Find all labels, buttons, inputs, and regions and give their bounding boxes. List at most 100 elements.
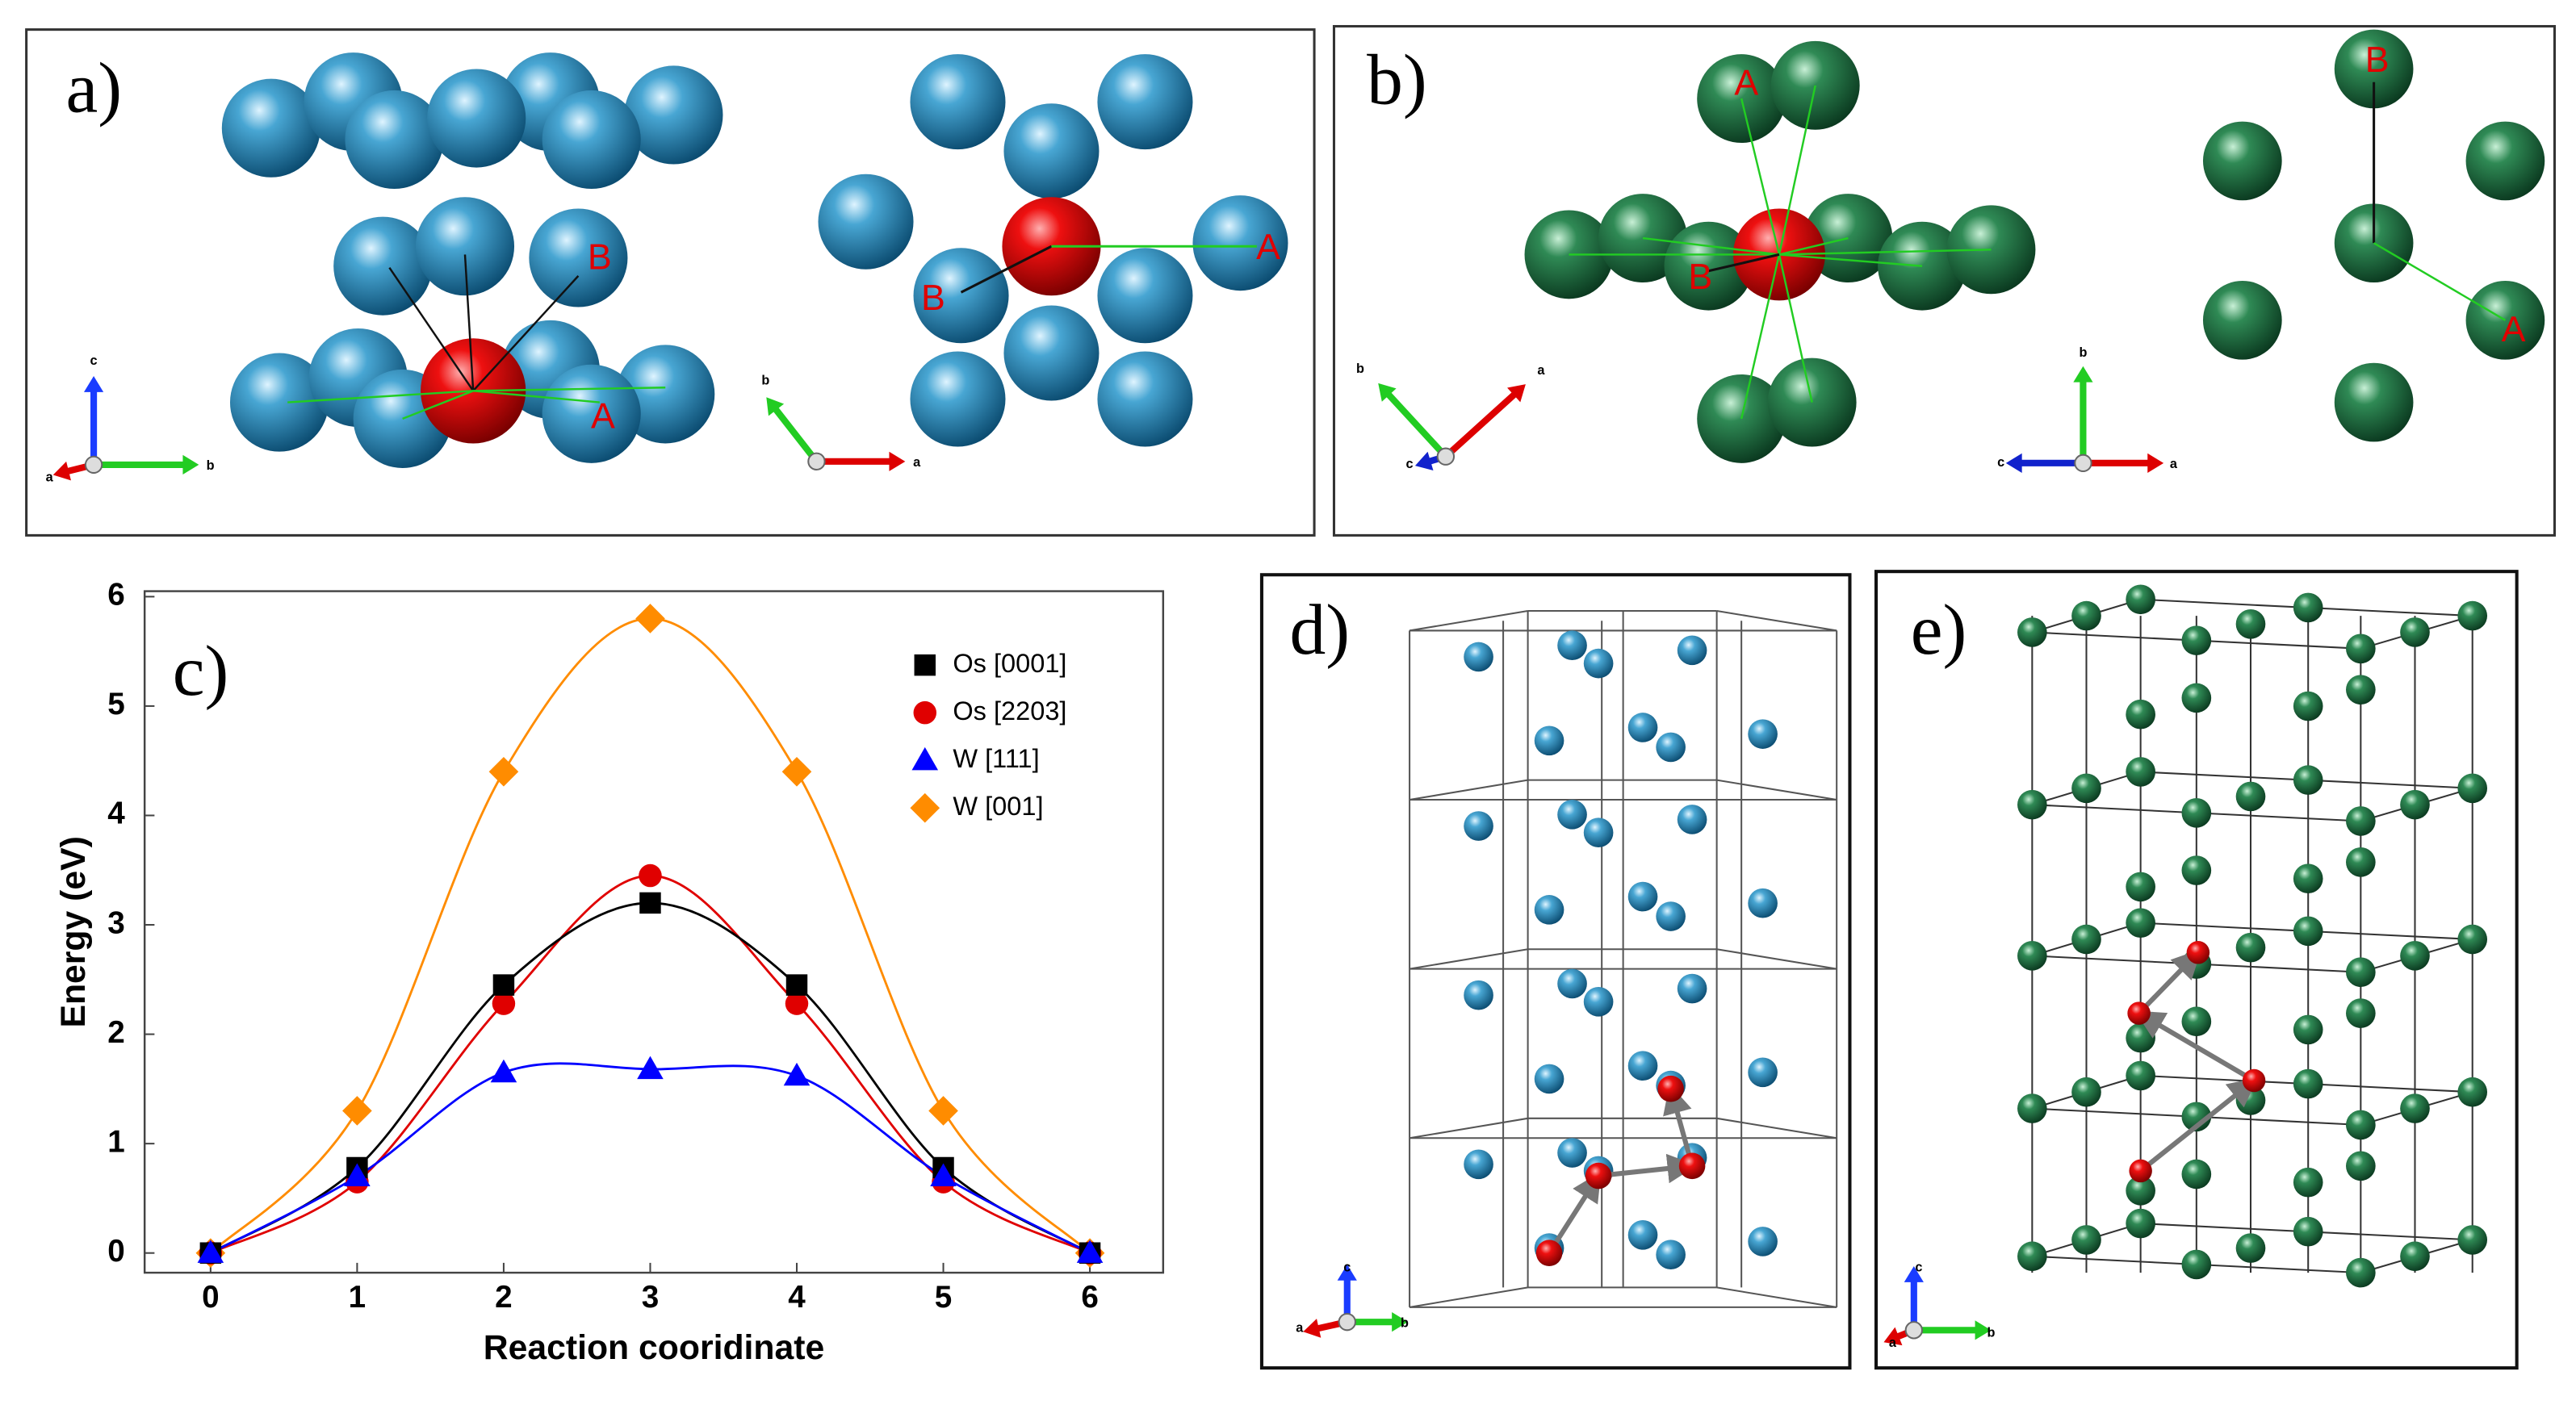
marker bbox=[492, 992, 516, 1015]
labels: a) B A B Ac b a b a b) A B B Ab a c b c a d) c a b e) c a b bbox=[46, 40, 2526, 1350]
axis-arrowhead bbox=[2147, 453, 2164, 473]
marker bbox=[783, 1062, 810, 1086]
atom bbox=[2017, 617, 2047, 647]
atom bbox=[2017, 789, 2047, 820]
axis-arrowhead bbox=[766, 397, 785, 416]
atom bbox=[2400, 1241, 2430, 1272]
atom bbox=[1192, 195, 1288, 291]
bond-line bbox=[1778, 236, 1849, 256]
atom bbox=[2293, 1068, 2323, 1099]
bond-line bbox=[1778, 85, 1816, 255]
atom bbox=[2465, 121, 2545, 201]
atom bbox=[427, 69, 526, 168]
cell-edge bbox=[1716, 610, 1837, 632]
atom bbox=[2346, 957, 2376, 988]
site-label: A bbox=[591, 396, 615, 437]
cell-edge bbox=[1716, 1286, 1837, 1308]
atom bbox=[2181, 1102, 2212, 1132]
axis-letter: c bbox=[1406, 457, 1414, 471]
axis-letter: c bbox=[1343, 1260, 1351, 1274]
atom bbox=[2457, 1077, 2488, 1107]
atom bbox=[2126, 757, 2155, 787]
atom bbox=[1003, 103, 1100, 199]
atom bbox=[2293, 1014, 2323, 1045]
atom bbox=[1656, 1240, 1686, 1270]
atom bbox=[1097, 248, 1193, 344]
atom bbox=[2126, 1208, 2155, 1239]
axis-letter: c bbox=[90, 353, 98, 368]
atom bbox=[2293, 1216, 2323, 1247]
atom bbox=[1583, 987, 1614, 1017]
axis-letter: c bbox=[1997, 455, 2004, 470]
marker bbox=[344, 1163, 371, 1187]
marker bbox=[635, 604, 665, 633]
axis-arrowhead bbox=[1337, 1264, 1357, 1281]
bond-line bbox=[1778, 249, 1992, 256]
marker bbox=[785, 974, 808, 996]
atom bbox=[2126, 1176, 2155, 1206]
hop-arrow bbox=[2138, 1077, 2258, 1173]
axis-letter: c bbox=[1915, 1260, 1922, 1274]
atom bbox=[1583, 648, 1614, 679]
axis-arrowhead bbox=[182, 454, 199, 475]
axis-origin bbox=[2074, 454, 2092, 473]
atom bbox=[333, 216, 433, 316]
axis-letter: a bbox=[1537, 363, 1545, 378]
atom bbox=[2126, 908, 2155, 938]
atom bbox=[1627, 1219, 1658, 1250]
marker bbox=[928, 1096, 958, 1126]
atom bbox=[1677, 973, 1707, 1004]
atom bbox=[2126, 1060, 2155, 1091]
atom bbox=[2071, 924, 2101, 955]
atom bbox=[1656, 732, 1686, 763]
atom bbox=[1748, 719, 1778, 749]
x-tick-label: 5 bbox=[935, 1280, 953, 1315]
atom bbox=[229, 353, 329, 452]
bond-line bbox=[1642, 236, 1780, 256]
atom bbox=[2127, 1001, 2151, 1025]
hop-arrow bbox=[2134, 1010, 2256, 1083]
bond-line bbox=[287, 390, 474, 403]
axis-letter: b bbox=[1356, 362, 1364, 376]
atom bbox=[1534, 1064, 1564, 1094]
atom bbox=[910, 351, 1006, 447]
axis-arrowhead bbox=[1392, 1312, 1409, 1332]
atom bbox=[1557, 630, 1587, 661]
axis-arrowhead bbox=[1883, 1327, 1903, 1346]
atom bbox=[2235, 608, 2266, 639]
y-tick-label: 1 bbox=[107, 1124, 125, 1159]
atom bbox=[2346, 633, 2376, 664]
marker bbox=[639, 892, 661, 914]
axis-letter: a bbox=[913, 455, 921, 470]
atom bbox=[1557, 1138, 1587, 1168]
marker bbox=[913, 700, 937, 725]
site-label: A bbox=[2502, 309, 2526, 349]
atom bbox=[2293, 765, 2323, 795]
hop-arrow bbox=[2137, 948, 2202, 1015]
atom bbox=[2071, 773, 2101, 804]
atom bbox=[1534, 725, 1564, 756]
atom bbox=[2346, 806, 2376, 836]
atom bbox=[2334, 362, 2414, 442]
atom bbox=[2071, 600, 2101, 631]
atom bbox=[1627, 1051, 1658, 1081]
cell-edge bbox=[1409, 610, 1528, 632]
legend-label: Os [2203] bbox=[953, 696, 1066, 725]
x-axis-title: Reaction cooridinate bbox=[484, 1328, 825, 1367]
atom bbox=[1677, 635, 1707, 666]
y-tick-label: 2 bbox=[107, 1015, 125, 1050]
legend-label: W [001] bbox=[953, 792, 1043, 821]
panel-label: a) bbox=[65, 48, 122, 128]
y-tick-label: 6 bbox=[107, 578, 125, 613]
atom bbox=[2017, 1241, 2047, 1272]
marker bbox=[910, 792, 940, 823]
bond-line bbox=[1740, 254, 1781, 420]
atom bbox=[1678, 1152, 1706, 1180]
atom bbox=[2181, 1249, 2212, 1280]
cell-edge bbox=[1716, 779, 1837, 801]
cell-edge bbox=[1409, 779, 1528, 801]
x-tick-label: 4 bbox=[788, 1280, 806, 1315]
panel-label: d) bbox=[1290, 590, 1351, 670]
atom bbox=[542, 90, 641, 190]
atom bbox=[2235, 932, 2266, 963]
